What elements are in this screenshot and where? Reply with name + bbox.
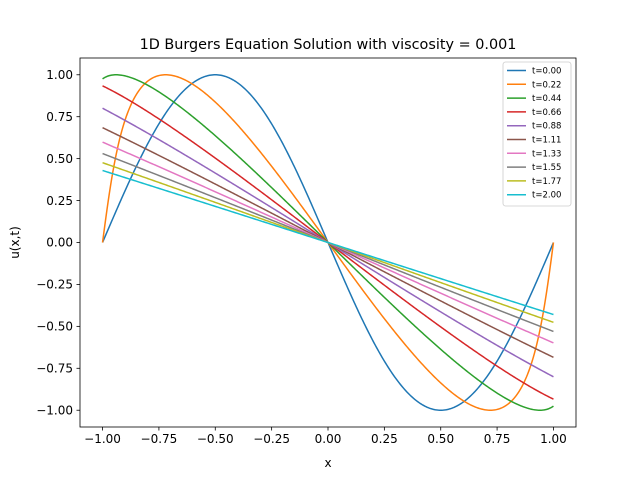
legend-label: t=0.66 xyxy=(532,108,561,118)
legend-label: t=0.22 xyxy=(532,80,561,90)
x-tick-label: −0.75 xyxy=(141,432,178,446)
x-tick-label: −0.25 xyxy=(253,432,290,446)
y-tick-label: −1.00 xyxy=(36,403,73,417)
y-tick-label: 0.75 xyxy=(46,110,73,124)
y-tick-label: −0.50 xyxy=(36,320,73,334)
legend-label: t=0.44 xyxy=(532,94,561,104)
y-tick-label: 0.25 xyxy=(46,194,73,208)
y-tick-label: −0.75 xyxy=(36,361,73,375)
legend-label: t=1.11 xyxy=(532,136,561,146)
ticks-layer: −1.00 −0.75 −0.50 −0.25 0.00 0.25 0.50 0.75 1.00… xyxy=(36,68,567,446)
legend-label: t=2.00 xyxy=(532,191,561,201)
y-tick-label: 0.50 xyxy=(46,152,73,166)
legend-label: t=1.33 xyxy=(532,149,561,159)
series-line-t=2.00 xyxy=(102,169,554,316)
series-layer xyxy=(101,74,555,411)
y-tick-label: 1.00 xyxy=(46,68,73,82)
plot-frame xyxy=(79,57,577,428)
x-tick-label: 0.75 xyxy=(484,432,511,446)
legend-label: t=1.77 xyxy=(532,177,561,187)
chart-title: 1D Burgers Equation Solution with viscos… xyxy=(140,37,517,53)
y-tick-label: 0.00 xyxy=(46,236,73,250)
legend: t=0.00 t=0.22 t=0.44 t=0.66 t=0.88 t=1.11 t=1.… xyxy=(502,61,572,207)
x-tick-label: −1.00 xyxy=(84,432,121,446)
x-axis-label: x xyxy=(324,456,331,470)
legend-label: t=1.55 xyxy=(532,163,561,173)
y-axis-label: u(x,t) xyxy=(8,226,22,259)
y-tick-label: −0.25 xyxy=(36,278,73,292)
legend-label: t=0.00 xyxy=(532,67,561,77)
legend-label: t=0.88 xyxy=(532,122,561,132)
x-tick-label: 0.50 xyxy=(427,432,454,446)
x-tick-label: 0.00 xyxy=(315,432,342,446)
x-tick-label: 0.25 xyxy=(371,432,398,446)
x-tick-label: 1.00 xyxy=(540,432,567,446)
x-tick-label: −0.50 xyxy=(197,432,234,446)
